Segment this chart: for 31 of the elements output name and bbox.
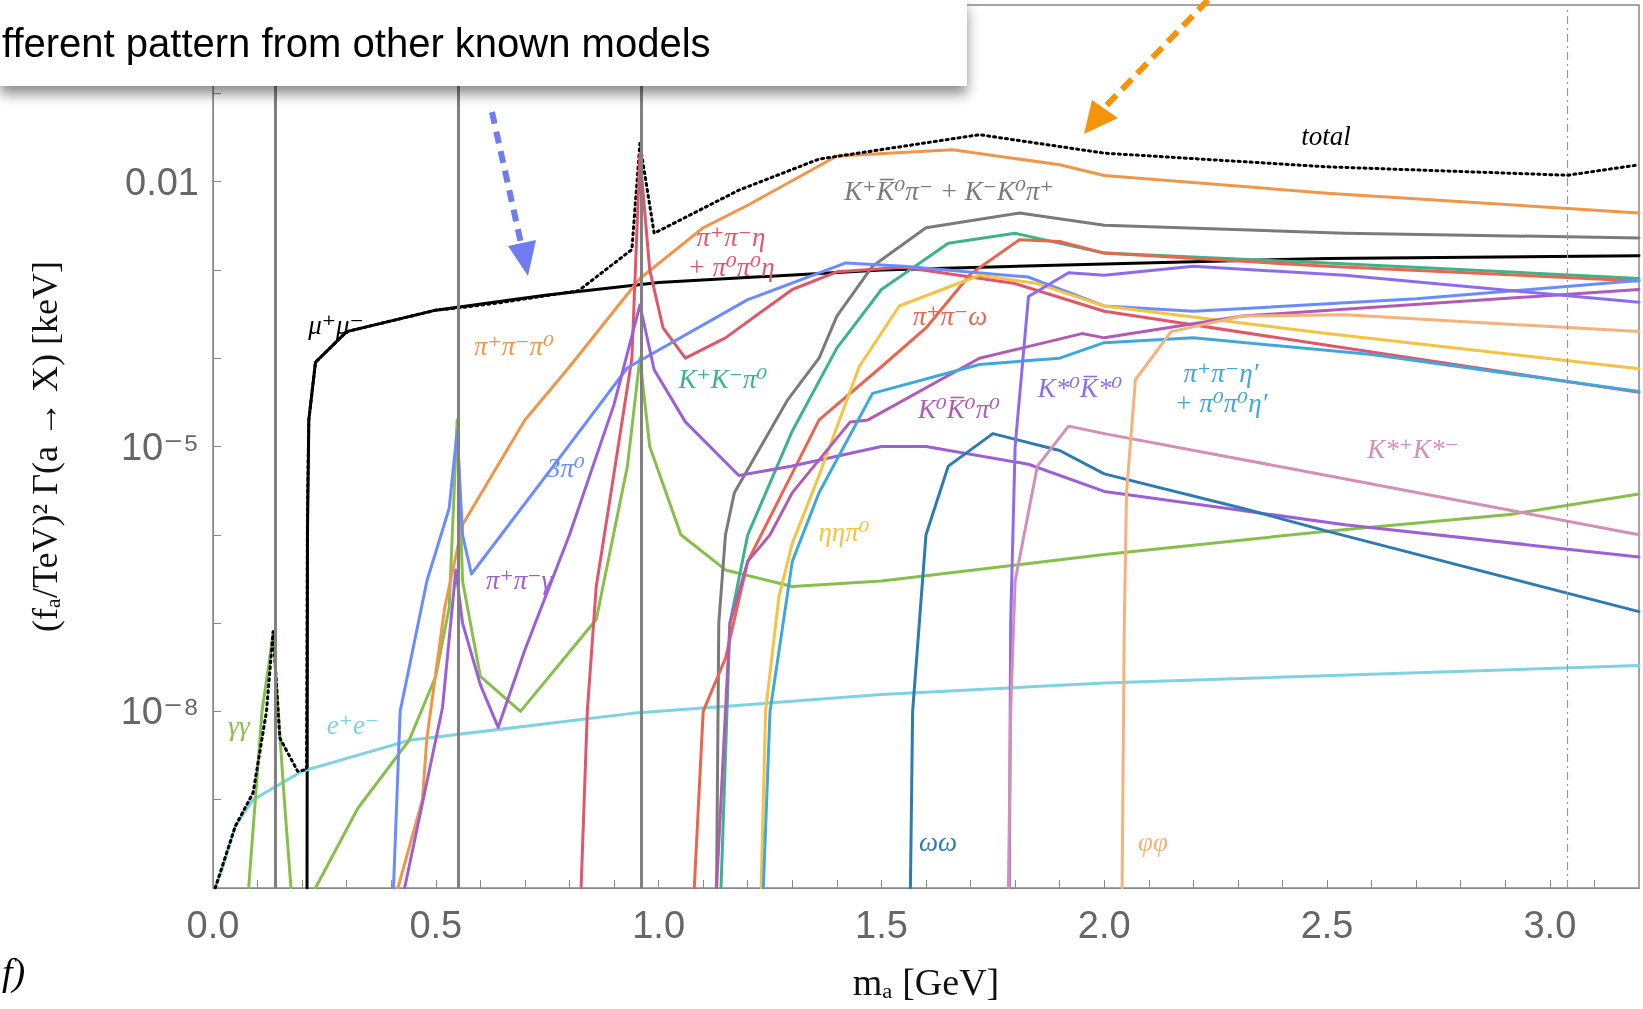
series-label: K⁰K̅⁰π⁰ [916, 394, 1001, 424]
series-label: K*⁺K*⁻ [1366, 434, 1459, 464]
x-tick-label: 1.0 [632, 904, 686, 946]
series-label: π⁺π⁻η + π⁰π⁰η [687, 222, 775, 282]
text: f) [2, 950, 26, 994]
series-label: π⁺π⁻γ [485, 565, 554, 595]
x-axis-title: mₐ [GeV] [852, 961, 1000, 1003]
series-label: π⁺π⁻π⁰ [474, 331, 555, 361]
series-label: γγ [228, 711, 251, 741]
series-label: e⁺e⁻ [326, 710, 380, 740]
series-label: ηηπ⁰ [818, 517, 870, 547]
series-label: π⁺π⁻η′ + π⁰π⁰η′ [1174, 358, 1269, 418]
series-label: ωω [918, 827, 958, 857]
series-label: total [1301, 121, 1351, 151]
line-series [1120, 313, 1641, 890]
x-tick-label: 2.0 [1077, 904, 1131, 946]
y-tick-label: 0.01 [125, 160, 199, 203]
series-label: μ⁺μ⁻ [307, 310, 364, 340]
series-label: K⁺K⁻π⁰ [677, 364, 768, 394]
series-label: K*⁰K̅*⁰ [1036, 373, 1123, 403]
y-tick-label: 10⁻⁵ [120, 425, 199, 468]
x-tick-label: 0.5 [409, 904, 463, 946]
callout-box: fferent pattern from other known models [0, 0, 967, 86]
x-tick-label: 0.0 [186, 904, 240, 946]
series-label: K⁺K̅⁰π⁻ + K⁻K⁰π⁺ [843, 176, 1054, 206]
y-tick-label: 10⁻⁸ [120, 690, 199, 733]
y-axis-title: (fₐ/TeV)² Γ(a → X) [keV] [25, 261, 65, 632]
x-tick-label: 1.5 [855, 904, 908, 946]
series-label: φφ [1138, 827, 1168, 857]
x-tick-label: 3.0 [1523, 904, 1577, 946]
x-tick-label: 2.5 [1300, 904, 1354, 946]
